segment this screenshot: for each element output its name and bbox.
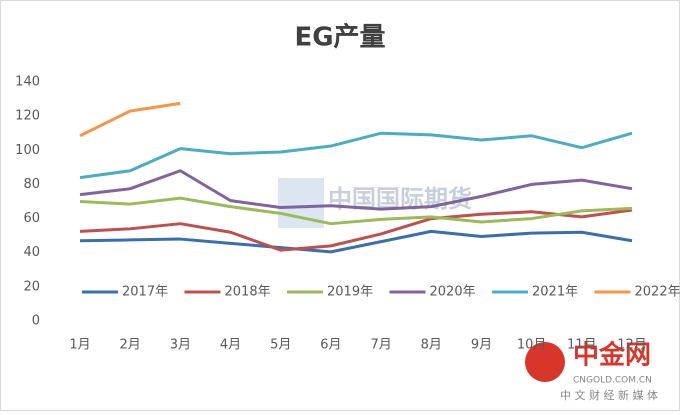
y-tick-label: 40 <box>23 245 40 260</box>
legend-label: 2022年 <box>635 285 680 300</box>
legend-label: 2017年 <box>122 285 168 300</box>
legend-label: 2020年 <box>430 285 476 300</box>
legend-label: 2018年 <box>225 285 271 300</box>
x-tick-label: 2月 <box>120 338 141 353</box>
x-tick-label: 12月 <box>617 338 647 353</box>
chart-title: EG产量 <box>294 23 385 53</box>
x-tick-label: 4月 <box>220 338 241 353</box>
x-tick-label: 1月 <box>69 338 90 353</box>
legend-label: 2021年 <box>532 285 578 300</box>
y-tick-label: 80 <box>23 177 40 192</box>
y-tick-label: 60 <box>23 211 40 226</box>
y-tick-label: 100 <box>15 143 40 158</box>
watermark: CNGOLD.COM.CN <box>573 376 652 386</box>
legend-label: 2019年 <box>327 285 373 300</box>
x-tick-label: 8月 <box>421 338 442 353</box>
x-tick-label: 3月 <box>170 338 191 353</box>
x-tick-label: 7月 <box>370 338 391 353</box>
y-tick-label: 20 <box>23 279 40 294</box>
x-tick-label: 10月 <box>517 338 547 353</box>
y-tick-label: 140 <box>15 75 40 90</box>
y-tick-label: 120 <box>15 109 40 124</box>
x-tick-label: 5月 <box>270 338 291 353</box>
y-tick-label: 0 <box>32 314 40 329</box>
x-tick-label: 9月 <box>471 338 492 353</box>
x-tick-label: 11月 <box>567 338 597 353</box>
x-tick-label: 6月 <box>320 338 341 353</box>
watermark: 中 文 财 经 新 媒 体 <box>560 388 658 402</box>
